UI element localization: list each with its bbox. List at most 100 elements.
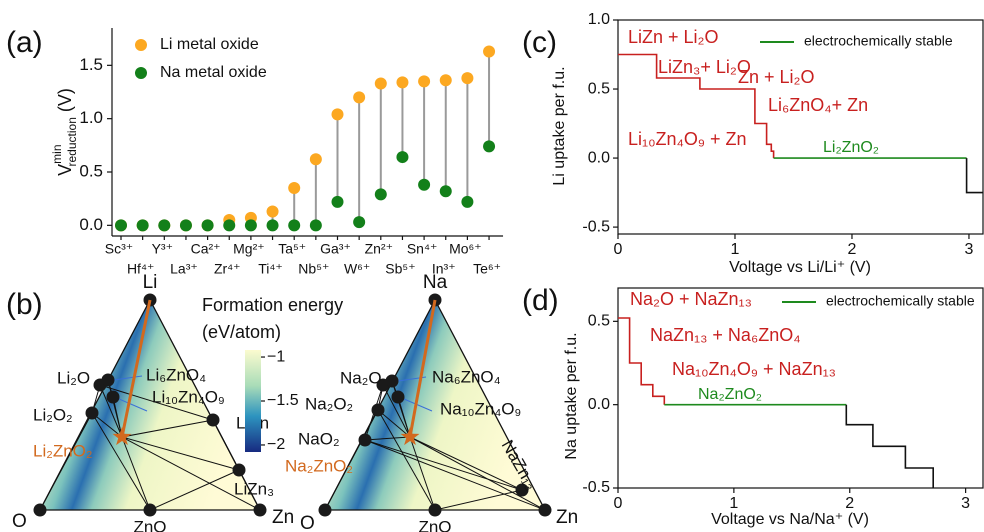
phase-node: [538, 503, 552, 517]
y-axis-label: Na uptake per f.u.: [563, 332, 580, 459]
x-tick-label: Te⁶⁺: [473, 261, 501, 277]
dot: [266, 219, 279, 232]
dot: [418, 178, 431, 191]
y-label-sub: reduction: [65, 117, 79, 166]
dot: [439, 185, 452, 198]
phase-node: [515, 483, 529, 497]
y-tick-label: 0.5: [588, 313, 610, 330]
annotation: Li₂ZnO₂: [823, 139, 879, 156]
phase-label: NaO₂: [298, 429, 340, 448]
dot: [353, 91, 366, 104]
vertex-label: Na: [423, 272, 448, 293]
target-label: Na₂ZnO₂: [285, 456, 353, 475]
annotation: LiZn + Li₂O: [628, 27, 719, 47]
dot: [288, 219, 301, 232]
dot: [374, 77, 387, 90]
legend-label: Na metal oxide: [160, 64, 267, 81]
dot: [201, 219, 214, 232]
vertex-label: O: [300, 513, 315, 532]
tie-line: [434, 489, 523, 511]
phase-label: ZnO: [418, 517, 451, 532]
tie-line: [91, 412, 151, 511]
x-tick-label: Ca²⁺: [191, 241, 221, 257]
y-label-main: V: [55, 164, 75, 176]
x-tick-label: Ga³⁺: [320, 241, 351, 257]
y-tick-label: 1.0: [588, 11, 610, 28]
dot: [309, 219, 322, 232]
x-axis-label: Voltage vs Li/Li⁺ (V): [729, 259, 871, 276]
dot: [418, 75, 431, 88]
phase-node: [106, 390, 120, 404]
tie-line: [112, 396, 123, 438]
dot: [396, 151, 409, 164]
legend-marker: [135, 67, 147, 79]
phase-node: [206, 413, 220, 427]
phase-label: Na₆ZnO₄: [432, 367, 501, 386]
legend-label: electrochemically stable: [804, 33, 953, 49]
target-star: [112, 427, 132, 446]
plot-frame: [617, 287, 984, 489]
panel-label: (a): [6, 26, 43, 59]
colorbar-tick-label: −1: [267, 348, 285, 365]
blue-pointer: [118, 398, 148, 412]
x-tick-label: La³⁺: [170, 261, 198, 277]
y-label-unit: (V): [55, 88, 75, 117]
phase-label: Li₂O₂: [33, 405, 73, 424]
plot-frame: [617, 19, 984, 235]
phase-label: Na₂O₂: [305, 394, 353, 413]
phase-node: [253, 503, 267, 517]
phase-node: [428, 503, 442, 517]
phase-node: [85, 406, 99, 420]
y-tick-label: -0.5: [582, 218, 610, 235]
annotation: Li₁₀Zn₄O₉ + Zn: [628, 129, 747, 149]
phase-node: [391, 390, 405, 404]
tie-line: [121, 436, 151, 511]
x-tick-label: Ti⁴⁺: [258, 261, 283, 277]
x-tick-label: 0: [614, 495, 623, 512]
x-tick-label: In³⁺: [432, 261, 456, 277]
dot: [483, 45, 496, 58]
step-line: [845, 404, 934, 488]
reaction-arrow: [120, 299, 152, 438]
y-label-sup: min: [50, 145, 64, 164]
dot: [353, 216, 366, 229]
blue-pointer: [403, 398, 433, 412]
x-tick-label: Sc³⁺: [105, 241, 133, 257]
tie-line: [99, 384, 123, 438]
x-tick-label: Hf⁴⁺: [127, 261, 154, 277]
x-tick-label: 0: [614, 241, 623, 258]
colorbar-title: Formation energy: [202, 295, 343, 315]
x-tick-label: Zr⁴⁺: [214, 261, 241, 277]
vertex-label: Zn: [556, 507, 578, 528]
panel-label: (b): [6, 288, 43, 321]
legend-marker: [135, 39, 147, 51]
target-star: [400, 427, 420, 446]
vertex-label: Zn: [272, 507, 294, 528]
dot: [136, 219, 149, 232]
phase-label: Na₂O: [340, 368, 382, 387]
colorbar-tick-label: −1.5: [267, 392, 299, 409]
dot: [461, 195, 474, 208]
phase-node: [385, 374, 399, 388]
x-tick-label: Nb⁵⁺: [298, 261, 329, 277]
y-axis-label: Li uptake per f.u.: [551, 66, 568, 185]
tie-line: [364, 439, 546, 511]
y-tick-label: 1.5: [79, 55, 103, 74]
tie-line: [364, 439, 523, 491]
vertex-label: O: [12, 511, 27, 532]
y-tick-label: 0.0: [79, 215, 103, 234]
colorbar-title: (eV/atom): [202, 322, 281, 342]
phase-node: [318, 503, 332, 517]
y-axis-label: Vminreduction (V): [50, 88, 79, 176]
y-tick-label: 0.0: [588, 396, 610, 413]
x-tick-label: 1: [731, 241, 740, 258]
legend-label: Li metal oxide: [160, 36, 259, 53]
x-tick-label: Mg²⁺: [233, 241, 265, 257]
dot: [115, 219, 127, 232]
annotation: NaZn₁₃ + Na₆ZnO₄: [650, 325, 801, 345]
x-tick-label: 3: [961, 495, 970, 512]
phase-node: [232, 463, 246, 477]
tie-line: [382, 384, 411, 438]
annotation: Na₁₀Zn₄O₉ + NaZn₁₃: [672, 359, 836, 379]
